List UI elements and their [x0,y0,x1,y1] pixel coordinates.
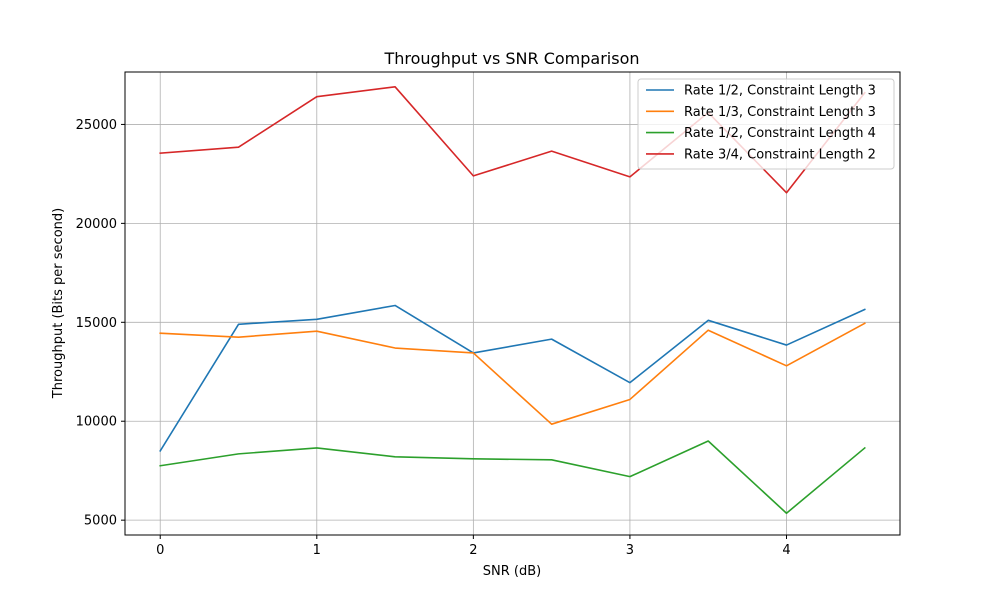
x-tick-label: 3 [626,543,634,558]
legend-item-3: Rate 1/2, Constraint Length 4 [646,126,876,141]
x-tick-label: 2 [469,543,477,558]
x-tick-label: 0 [156,543,164,558]
y-tick-label: 25000 [76,118,117,133]
y-axis-label: Throughput (Bits per second) [51,208,66,399]
y-tick-label: 10000 [76,415,117,430]
chart-title: Throughput vs SNR Comparison [383,49,639,68]
legend-label: Rate 3/4, Constraint Length 2 [684,147,876,162]
legend-label: Rate 1/2, Constraint Length 4 [684,126,876,141]
legend-label: Rate 1/2, Constraint Length 3 [684,84,876,99]
series-line-2 [159,322,866,426]
y-tick-label: 20000 [76,217,117,232]
x-axis-ticks: 0 1 2 3 4 [156,535,791,558]
legend-items: Rate 1/2, Constraint Length 3 Rate 1/3, C… [646,84,876,162]
y-axis-ticks: 5000 10000 15000 20000 25000 [76,118,125,529]
legend: Rate 1/2, Constraint Length 3 Rate 1/3, C… [637,78,895,170]
legend-item-1: Rate 1/2, Constraint Length 3 [646,84,876,99]
legend-item-2: Rate 1/3, Constraint Length 3 [646,105,876,120]
legend-item-4: Rate 3/4, Constraint Length 2 [646,147,876,162]
series-line-1 [159,304,866,453]
legend-box [637,78,895,170]
x-tick-label: 1 [313,543,321,558]
plot-frame [124,71,901,536]
y-tick-label: 15000 [76,316,117,331]
x-tick-label: 4 [782,543,790,558]
legend-label: Rate 1/3, Constraint Length 3 [684,105,876,120]
y-tick-label: 5000 [84,514,117,529]
x-axis-label: SNR (dB) [483,564,541,579]
series-line-3 [159,440,866,515]
